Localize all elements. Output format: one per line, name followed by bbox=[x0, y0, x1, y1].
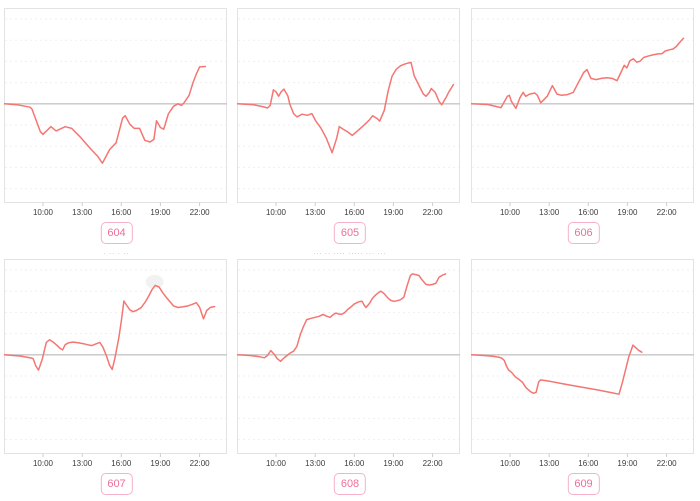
chart-cell-606: ˙ ˙ 10:00 13:00 16:00 19:00 22:00 606 bbox=[467, 0, 700, 251]
x-tick-label: 19:00 bbox=[383, 459, 404, 468]
x-tick-label: 22:00 bbox=[190, 459, 211, 468]
x-tick-label: 22:00 bbox=[190, 208, 211, 217]
x-tick-label: 10:00 bbox=[500, 208, 521, 217]
x-tick-label: 16:00 bbox=[344, 208, 365, 217]
x-tick-label: 16:00 bbox=[578, 459, 599, 468]
chart-cell-608: ··· ·· ···· ····· ··· ··· 10:00 13:00 16:0… bbox=[233, 251, 467, 501]
series-line bbox=[471, 344, 643, 395]
plot-area bbox=[4, 8, 227, 203]
x-tick-label: 13:00 bbox=[72, 208, 93, 217]
x-tick-label: 16:00 bbox=[578, 208, 599, 217]
clipped-title-fragment bbox=[467, 251, 700, 258]
line-chart-607[interactable]: 10:00 13:00 16:00 19:00 22:00 bbox=[4, 259, 227, 471]
clipped-title-fragment: · ·· · ·· bbox=[103, 251, 130, 257]
clipped-title-fragment: ··· ·· ···· ····· ··· ··· bbox=[313, 251, 387, 257]
x-tick-label: 19:00 bbox=[150, 459, 171, 468]
hover-smudge bbox=[145, 274, 164, 289]
x-tick-label: 19:00 bbox=[383, 208, 404, 217]
series-line bbox=[237, 273, 447, 363]
badge-605[interactable]: 605 bbox=[333, 222, 367, 244]
x-tick-label: 22:00 bbox=[657, 459, 678, 468]
plot-area bbox=[237, 8, 460, 203]
chart-cell-605: 10:00 13:00 16:00 19:00 22:00 605 bbox=[233, 0, 467, 251]
x-tick-label: 13:00 bbox=[539, 459, 560, 468]
x-tick-label: 10:00 bbox=[266, 208, 287, 217]
plot-area bbox=[471, 259, 694, 454]
badge-609[interactable]: 609 bbox=[567, 473, 600, 495]
badge-608[interactable]: 608 bbox=[333, 473, 367, 495]
series-line bbox=[471, 37, 685, 110]
x-tick-label: 16:00 bbox=[344, 459, 365, 468]
series-line bbox=[4, 284, 216, 371]
x-tick-label: 10:00 bbox=[500, 459, 521, 468]
line-chart-606[interactable]: 10:00 13:00 16:00 19:00 22:00 bbox=[471, 8, 694, 220]
line-chart-608[interactable]: 10:00 13:00 16:00 19:00 22:00 bbox=[237, 259, 460, 471]
x-tick-label: 10:00 bbox=[33, 459, 54, 468]
badge-607[interactable]: 607 bbox=[100, 473, 133, 495]
plot-area bbox=[237, 259, 460, 454]
x-tick-label: 19:00 bbox=[617, 459, 638, 468]
series-line bbox=[4, 65, 207, 164]
chart-cell-609: 10:00 13:00 16:00 19:00 22:00 609 bbox=[467, 251, 700, 501]
line-chart-609[interactable]: 10:00 13:00 16:00 19:00 22:00 bbox=[471, 259, 694, 471]
x-tick-label: 10:00 bbox=[266, 459, 287, 468]
clipped-title-fragment: ˙ ˙ bbox=[579, 0, 588, 6]
x-tick-label: 22:00 bbox=[423, 459, 444, 468]
x-tick-label: 19:00 bbox=[150, 208, 171, 217]
plot-area bbox=[471, 8, 694, 203]
x-tick-label: 16:00 bbox=[111, 459, 132, 468]
x-tick-label: 13:00 bbox=[305, 459, 326, 468]
clipped-title-fragment: ˉˉ bbox=[113, 0, 120, 6]
x-tick-label: 13:00 bbox=[539, 208, 560, 217]
x-tick-label: 13:00 bbox=[305, 208, 326, 217]
x-tick-label: 22:00 bbox=[657, 208, 678, 217]
x-tick-label: 22:00 bbox=[423, 208, 444, 217]
clipped-title-fragment bbox=[233, 0, 467, 7]
x-tick-label: 13:00 bbox=[72, 459, 93, 468]
chart-cell-607: · ·· · ·· 10:00 13:00 16:00 19:00 22:00 607 bbox=[0, 251, 233, 501]
x-tick-label: 19:00 bbox=[617, 208, 638, 217]
line-chart-604[interactable]: 10:00 13:00 16:00 19:00 22:00 bbox=[4, 8, 227, 220]
badge-606[interactable]: 606 bbox=[567, 222, 600, 244]
badge-604[interactable]: 604 bbox=[100, 222, 133, 244]
x-tick-label: 16:00 bbox=[111, 208, 132, 217]
line-chart-605[interactable]: 10:00 13:00 16:00 19:00 22:00 bbox=[237, 8, 460, 220]
chart-cell-604: ˉˉ 10:00 13:00 16:00 19:00 22:00 604 bbox=[0, 0, 233, 251]
x-tick-label: 10:00 bbox=[33, 208, 54, 217]
series-line bbox=[237, 61, 455, 154]
